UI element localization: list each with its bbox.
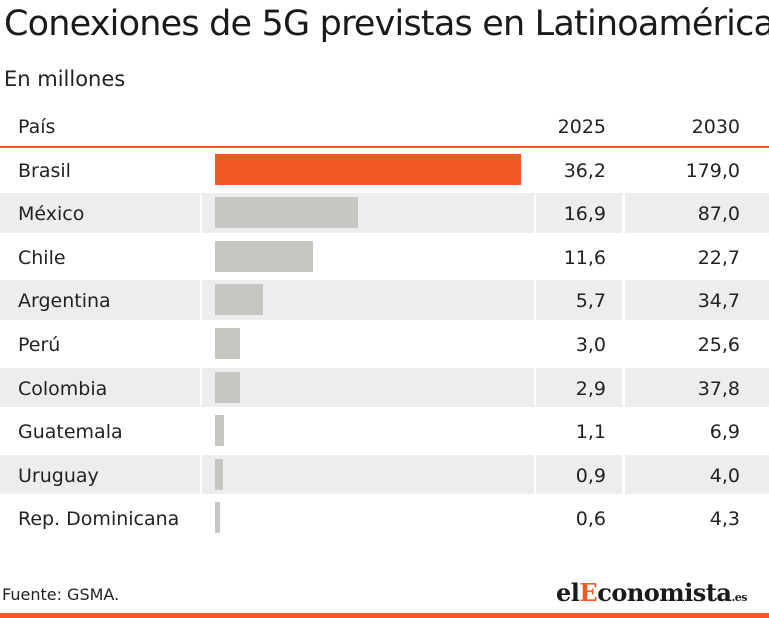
row-background [202,411,534,451]
value-2025: 1,1 [575,421,606,444]
row-background [202,498,534,538]
row-background [625,193,769,233]
table-row: Guatemala 1,1 6,9 [0,411,769,455]
value-2030: 179,0 [685,159,740,182]
row-background [536,280,622,320]
bottom-divider [0,613,769,618]
table-header: País 2025 2030 [0,106,769,150]
table-row: Uruguay 0,9 4,0 [0,454,769,499]
bar-2025 [215,197,358,229]
country-label: Brasil [18,159,71,182]
table-row: Brasil 36,2 179,0 [0,150,769,194]
bar-2025 [215,458,223,490]
table-row: Chile 11,6 22,7 [0,237,769,281]
row-background [0,280,200,320]
row-background [536,454,622,495]
row-background [625,280,769,320]
row-background [0,367,200,408]
country-label: Colombia [18,377,108,400]
value-2025: 3,0 [575,333,606,356]
table-row: Colombia 2,9 37,8 [0,367,769,412]
bar-2025 [215,240,314,272]
value-2025: 0,9 [575,464,606,487]
column-header-2025: 2025 [557,116,606,138]
data-table: País 2025 2030 Brasil 36,2 179,0 México 16,9… [0,106,769,542]
value-2025: 5,7 [575,290,606,313]
country-label: Uruguay [18,464,99,487]
country-label: Perú [18,333,61,356]
country-label: Chile [18,246,66,269]
value-2025: 2,9 [575,377,606,400]
value-2030: 4,3 [709,508,740,531]
bar-2025 [215,153,521,185]
row-background [536,367,622,408]
table-row: México 16,9 87,0 [0,193,769,237]
row-background [625,454,769,495]
bar-2025 [215,327,241,359]
column-header-2030: 2030 [691,116,740,138]
value-2030: 37,8 [697,377,740,400]
table-body: Brasil 36,2 179,0 México 16,9 87,0 Chile 11,6 22… [0,150,769,542]
value-2030: 34,7 [697,290,740,313]
bar-2025 [215,371,240,403]
table-row: Argentina 5,7 34,7 [0,280,769,324]
bar-2025 [215,415,225,447]
value-2025: 36,2 [563,159,606,182]
row-background [625,411,769,451]
bar-2025 [215,502,221,534]
country-label: Argentina [18,290,111,313]
row-background [202,324,534,364]
row-background [536,193,622,233]
row-background [625,498,769,538]
bar-2025 [215,284,264,316]
country-label: Rep. Dominicana [18,508,180,531]
value-2030: 6,9 [709,421,740,444]
publisher-logo: elEconomista.es [556,578,747,607]
row-background [0,193,200,233]
header-divider [0,146,769,148]
source-note: Fuente: GSMA. [2,585,120,604]
chart-subtitle: En millones [4,67,126,91]
row-background [0,454,200,495]
value-2025: 11,6 [563,246,606,269]
country-label: México [18,203,85,226]
country-label: Guatemala [18,421,123,444]
table-row: Rep. Dominicana 0,6 4,3 [0,498,769,542]
row-background [625,367,769,408]
value-2030: 87,0 [697,203,740,226]
chart-title: Conexiones de 5G previstas en Latinoamér… [4,4,769,44]
value-2025: 0,6 [575,508,606,531]
row-background [202,367,534,408]
column-header-country: País [18,116,56,138]
value-2025: 16,9 [563,203,606,226]
row-background [202,454,534,495]
value-2030: 25,6 [697,333,740,356]
value-2030: 22,7 [697,246,740,269]
value-2030: 4,0 [709,464,740,487]
table-row: Perú 3,0 25,6 [0,324,769,368]
